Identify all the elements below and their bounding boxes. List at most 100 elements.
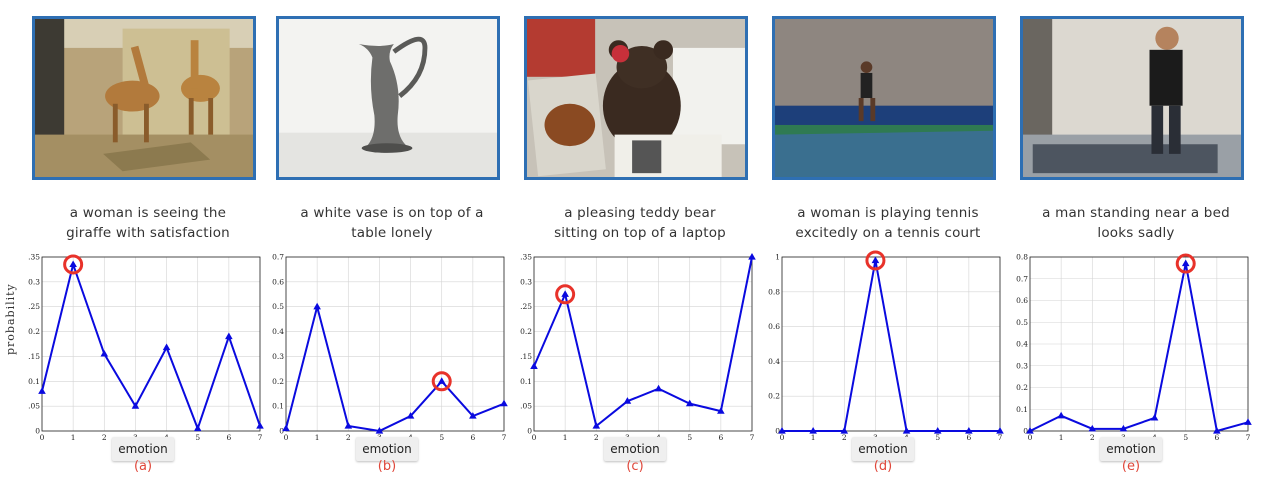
x-tick-label: 5 xyxy=(439,433,444,442)
x-tick-label: 5 xyxy=(1183,433,1188,442)
series-line xyxy=(41,260,261,432)
x-tick-label: 2 xyxy=(842,433,847,442)
y-tick-label: 0.1 xyxy=(272,402,284,411)
y-tick-label: 0.8 xyxy=(1016,253,1028,262)
data-point xyxy=(1026,427,1034,434)
x-axis-label: emotion xyxy=(852,437,914,461)
y-tick-label: 0.1 xyxy=(28,377,40,386)
x-tick-label: 5 xyxy=(195,433,200,442)
data-point xyxy=(38,387,46,394)
caption: a woman is playing tennis excitedly on a… xyxy=(768,203,1008,243)
x-axis-label: emotion xyxy=(604,437,666,461)
caption-line: a pleasing teddy bear xyxy=(564,205,716,221)
highlight-circle xyxy=(431,371,452,392)
caption-line: giraffe with satisfaction xyxy=(66,225,230,241)
data-point xyxy=(225,332,233,340)
y-tick-label: 0.4 xyxy=(272,327,284,336)
highlight-circle xyxy=(555,284,576,305)
y-tick-label: 0.1 xyxy=(520,377,532,386)
caption-line: looks sadly xyxy=(1097,225,1175,241)
y-tick-label: 0.5 xyxy=(272,302,284,311)
y-tick-label: 0.35 xyxy=(28,253,40,262)
axes-frame xyxy=(533,256,753,432)
y-axis-label: probability xyxy=(4,283,17,355)
data-point xyxy=(1150,413,1159,421)
x-tick-label: 6 xyxy=(718,433,723,442)
teddy-bear-photo xyxy=(524,16,748,180)
data-point xyxy=(193,424,202,432)
caption-line: a white vase is on top of a xyxy=(300,205,484,221)
data-point xyxy=(748,253,756,260)
data-point xyxy=(778,427,786,434)
caption-line: a woman is seeing the xyxy=(69,205,227,221)
data-point xyxy=(1244,418,1252,425)
axes-frame xyxy=(41,256,261,432)
highlight-circle xyxy=(1175,253,1196,274)
data-point xyxy=(437,377,446,384)
line-chart-a: 0123456700.050.10.150.20.250.30.35 xyxy=(28,253,264,442)
caption: a pleasing teddy bear sitting on top of … xyxy=(520,203,760,243)
data-point xyxy=(313,302,321,310)
panel-e: a man standing near a bed looks sadly 0 1… xyxy=(1016,0,1256,486)
y-tick-label: 0.3 xyxy=(28,277,40,286)
y-tick-label: 0.15 xyxy=(520,352,532,361)
y-tick-label: 0 xyxy=(1023,427,1028,436)
x-tick-label: 1 xyxy=(71,433,76,442)
x-tick-label: 2 xyxy=(1090,433,1095,442)
x-tick-label: 5 xyxy=(687,433,692,442)
caption-line: sitting on top of a laptop xyxy=(554,225,726,241)
x-tick-label: 7 xyxy=(750,433,755,442)
y-tick-label: 0 xyxy=(35,427,40,436)
caption-line: a woman is playing tennis xyxy=(797,205,979,221)
highlight-circle xyxy=(63,254,84,275)
y-tick-label: 0.2 xyxy=(520,327,532,336)
panel-label: (b) xyxy=(377,459,397,474)
y-tick-label: 0.2 xyxy=(272,377,284,386)
axes-frame xyxy=(1029,256,1249,432)
data-point xyxy=(1213,427,1221,434)
y-tick-label: 0.25 xyxy=(520,302,532,311)
giraffe-photo xyxy=(32,16,256,180)
caption-line: a man standing near a bed xyxy=(1042,205,1230,221)
x-axis-label: emotion xyxy=(112,437,174,461)
data-point xyxy=(1119,424,1128,432)
data-point xyxy=(840,427,849,434)
y-tick-label: 0.35 xyxy=(520,253,532,262)
y-tick-label: 0.6 xyxy=(1016,296,1028,305)
data-point xyxy=(100,349,109,357)
y-tick-label: 0.6 xyxy=(768,322,780,331)
x-tick-label: 0 xyxy=(284,433,289,442)
y-tick-label: 0 xyxy=(279,427,284,436)
axes-frame xyxy=(285,256,505,432)
vase-photo xyxy=(276,16,500,180)
data-point xyxy=(717,407,725,414)
y-tick-label: 0.2 xyxy=(28,327,40,336)
line-chart-b: 0123456700.10.20.30.40.50.60.7 xyxy=(272,253,508,442)
x-tick-label: 7 xyxy=(1246,433,1251,442)
data-point xyxy=(500,399,508,407)
panel-label: (d) xyxy=(873,459,893,474)
caption: a woman is seeing the giraffe with satis… xyxy=(28,203,268,243)
x-tick-label: 2 xyxy=(346,433,351,442)
data-point xyxy=(282,424,290,432)
y-tick-label: 0.4 xyxy=(768,357,780,366)
panel-b: a white vase is on top of a table lonely… xyxy=(272,0,512,486)
x-tick-label: 7 xyxy=(258,433,263,442)
x-tick-label: 7 xyxy=(502,433,507,442)
data-point xyxy=(530,362,538,369)
panel-a: a woman is seeing the giraffe with satis… xyxy=(28,0,268,486)
y-tick-label: 0.6 xyxy=(272,277,284,286)
data-point xyxy=(809,427,817,434)
data-point xyxy=(996,427,1004,434)
y-tick-label: 0 xyxy=(775,427,780,436)
y-tick-label: 0.8 xyxy=(768,287,780,296)
data-point xyxy=(406,412,415,419)
series-line xyxy=(533,256,753,428)
panel-label: (c) xyxy=(626,459,644,474)
series-line xyxy=(285,302,505,433)
data-point xyxy=(69,260,77,268)
data-point xyxy=(1057,411,1065,419)
x-tick-label: 1 xyxy=(1059,433,1064,442)
data-point xyxy=(469,412,477,419)
y-tick-label: 0.3 xyxy=(1016,361,1028,370)
